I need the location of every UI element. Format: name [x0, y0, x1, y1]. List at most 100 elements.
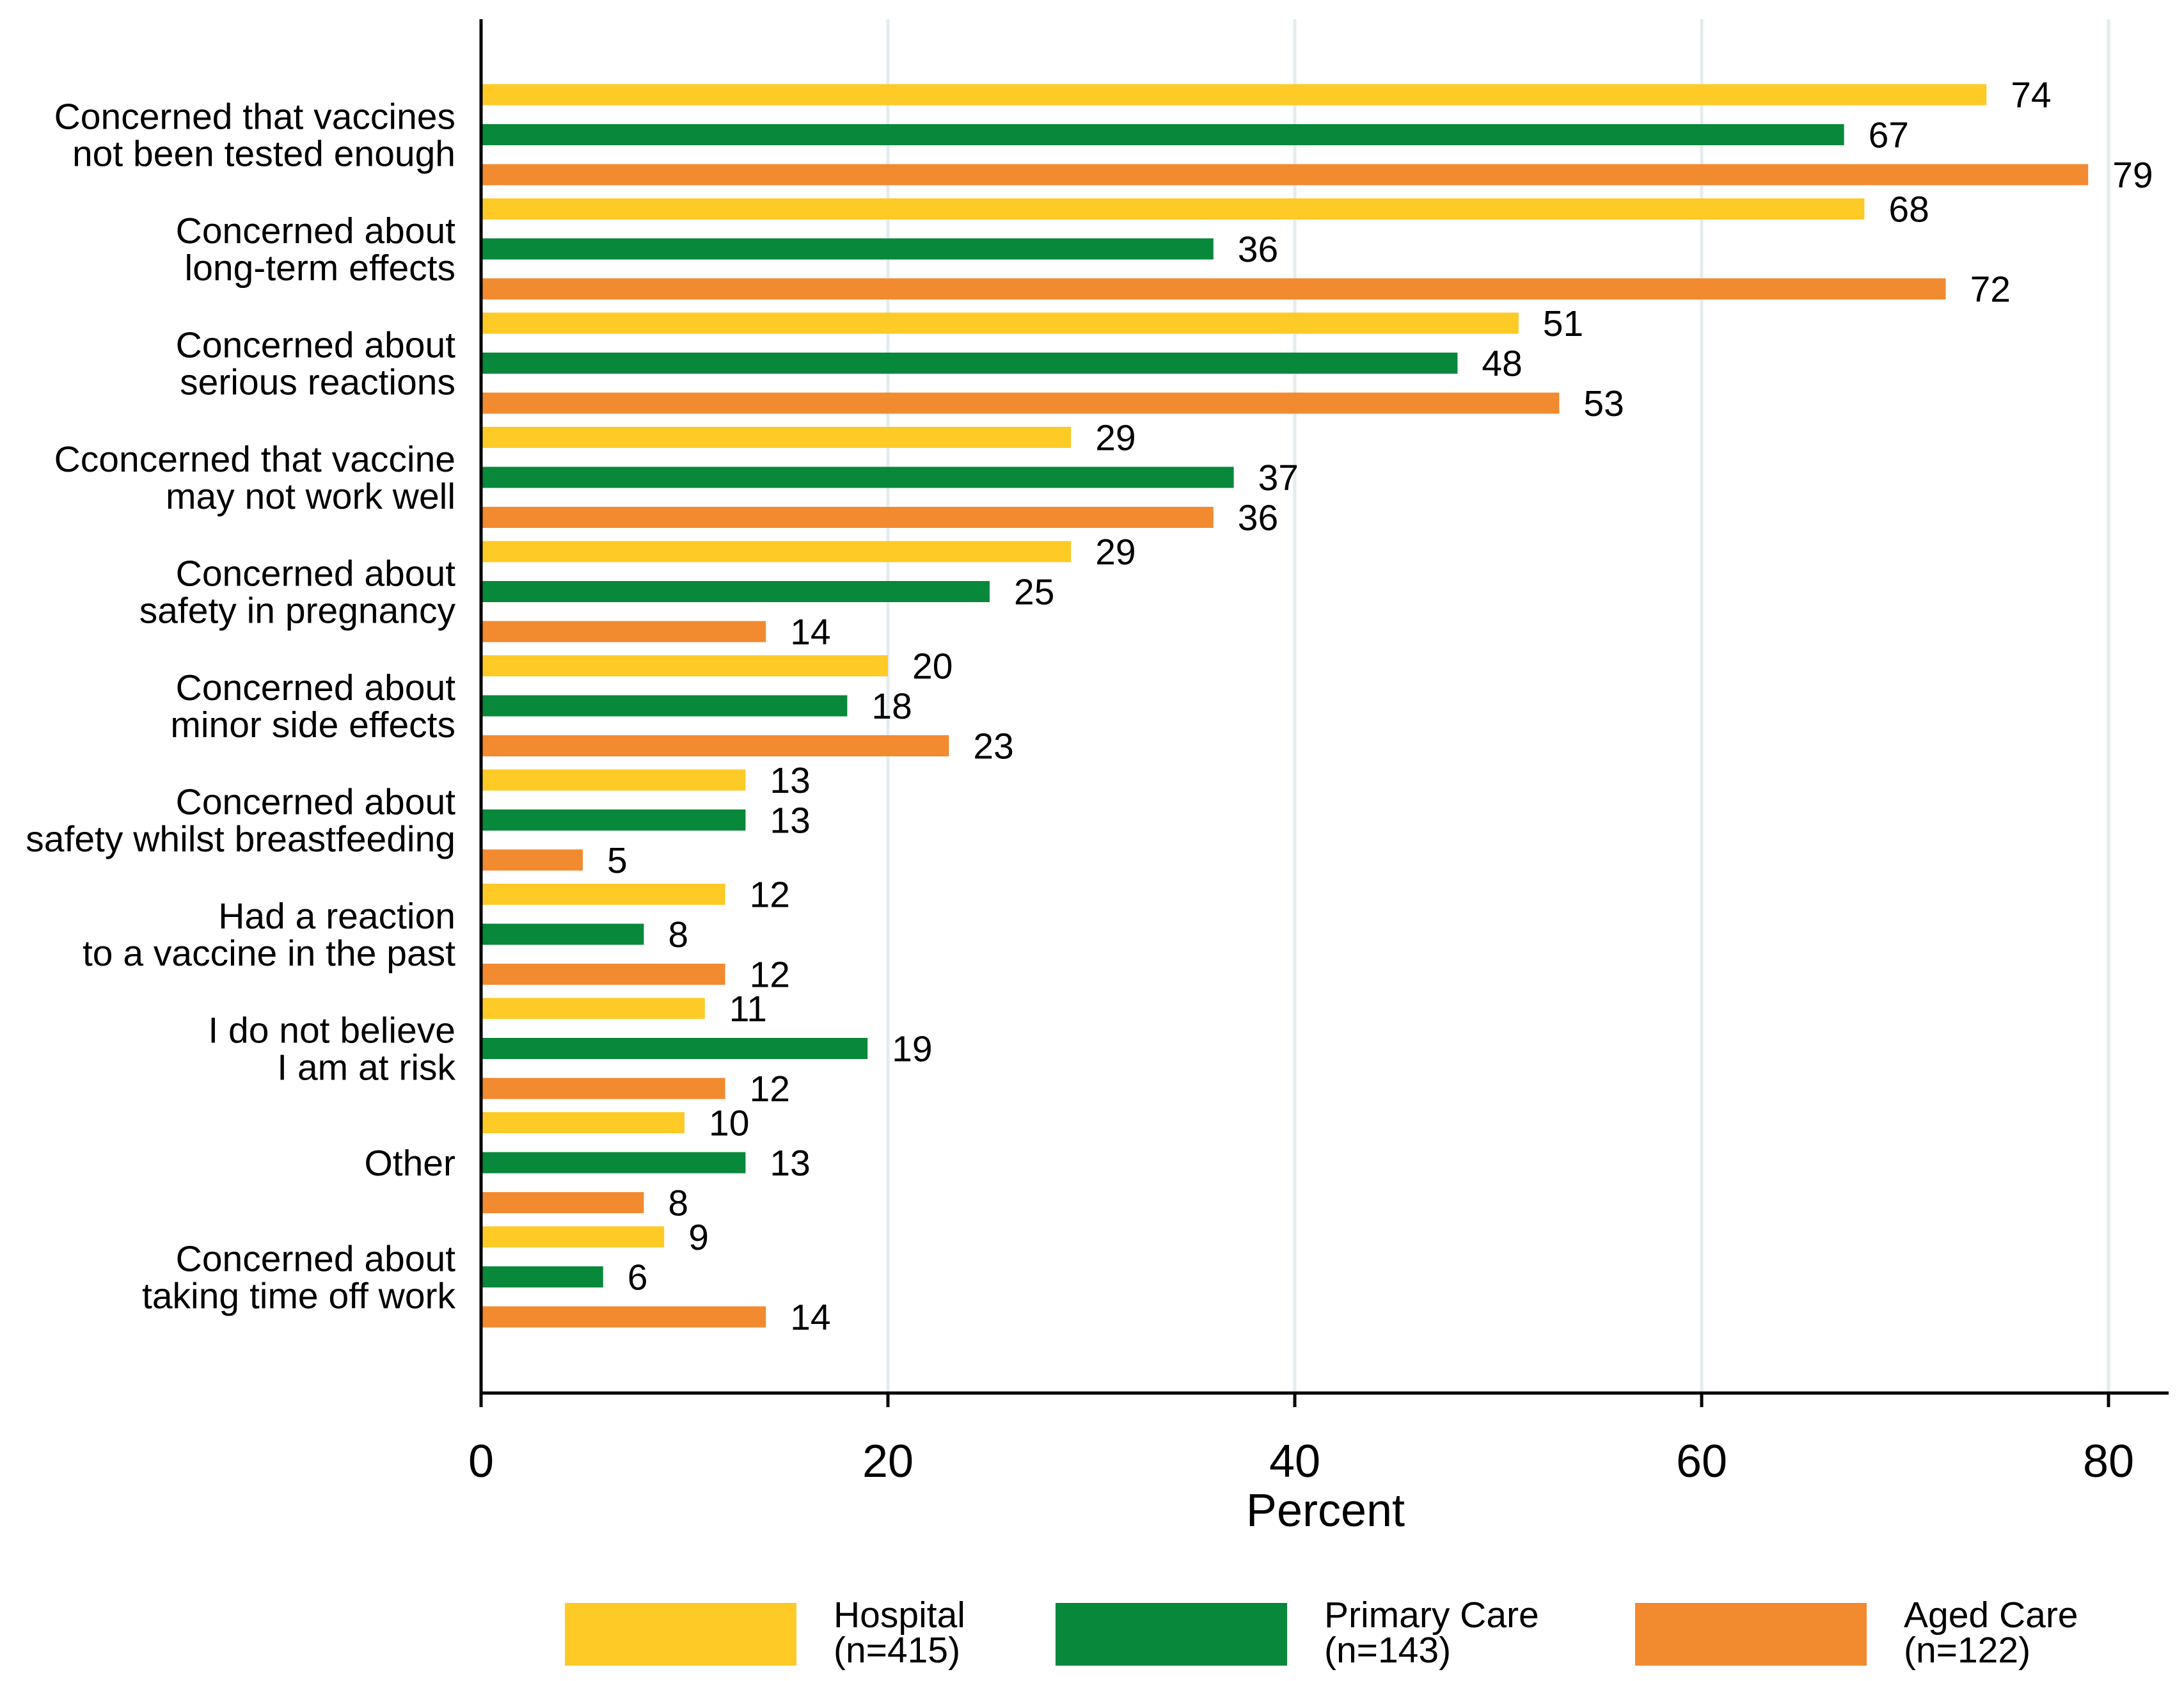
value-label: 68 — [1888, 189, 1929, 230]
category-label: Concerned about minor side effects — [170, 667, 455, 745]
x-tick-label: 20 — [862, 1436, 914, 1487]
value-label: 48 — [1482, 344, 1522, 385]
bar-hospital-9 — [481, 1112, 684, 1133]
bar-primary-care-1 — [481, 238, 1214, 260]
legend-label: Primary Care — [1324, 1595, 1539, 1636]
bar-primary-care-9 — [481, 1152, 746, 1174]
legend-label: Aged Care — [1904, 1595, 2078, 1636]
category-label: Concerned about taking time off work — [142, 1239, 455, 1317]
value-label: 14 — [790, 612, 830, 653]
legend-n: (n=122) — [1904, 1630, 2030, 1671]
value-label: 51 — [1543, 303, 1583, 344]
value-label: 8 — [668, 914, 688, 955]
value-label: 9 — [688, 1217, 709, 1258]
legend-swatch — [1635, 1603, 1867, 1666]
bar-aged-care-4 — [481, 621, 766, 642]
bar-aged-care-9 — [481, 1192, 644, 1213]
legend-swatch — [565, 1603, 796, 1666]
value-label: 6 — [628, 1257, 648, 1298]
value-label: 36 — [1238, 229, 1278, 270]
bar-primary-care-5 — [481, 695, 848, 717]
bar-aged-care-8 — [481, 1078, 725, 1099]
value-label: 23 — [973, 726, 1013, 767]
value-label: 14 — [790, 1297, 830, 1338]
category-label: Concerned about safety in pregnancy — [139, 554, 456, 632]
bar-primary-care-2 — [481, 353, 1458, 374]
bar-aged-care-7 — [481, 964, 725, 985]
bar-hospital-2 — [481, 312, 1519, 334]
value-label: 74 — [2011, 75, 2051, 116]
value-label: 67 — [1869, 115, 1909, 156]
bar-aged-care-1 — [481, 278, 1946, 299]
category-label: Concerned that vaccines not been tested e… — [54, 97, 455, 175]
value-label: 13 — [770, 760, 810, 801]
category-label: Had a reaction to a vaccine in the past — [83, 896, 455, 974]
x-tick-label: 0 — [468, 1436, 494, 1487]
x-tick-label: 80 — [2083, 1436, 2134, 1487]
x-tick-label: 40 — [1269, 1436, 1320, 1487]
legend-n: (n=143) — [1324, 1630, 1451, 1671]
value-label: 29 — [1095, 532, 1136, 573]
bar-aged-care-5 — [481, 735, 949, 756]
value-label: 12 — [750, 875, 790, 916]
bar-aged-care-10 — [481, 1306, 766, 1328]
x-axis-title: Percent — [1246, 1485, 1405, 1536]
value-label: 20 — [912, 646, 953, 687]
category-label: Concerned about serious reactions — [176, 325, 455, 403]
bar-primary-care-3 — [481, 466, 1234, 488]
x-tick-labels: 0 20 40 60 80 — [468, 1436, 2134, 1487]
category-label: Cconcerned that vaccine may not work well — [54, 439, 455, 517]
legend-label: Hospital — [834, 1595, 965, 1636]
bar-hospital-1 — [481, 198, 1865, 219]
value-label: 25 — [1014, 572, 1054, 613]
axes — [479, 19, 2169, 1407]
value-label: 13 — [770, 1143, 810, 1184]
bar-series — [481, 84, 2089, 1328]
value-label: 19 — [892, 1029, 932, 1070]
bar-primary-care-4 — [481, 581, 990, 602]
value-label: 18 — [871, 686, 912, 727]
value-label: 72 — [1970, 269, 2011, 310]
value-label: 12 — [750, 955, 790, 996]
bar-primary-care-10 — [481, 1266, 603, 1287]
bar-hospital-8 — [481, 998, 705, 1019]
category-label: Concerned about long-term effects — [176, 211, 455, 289]
value-label: 8 — [668, 1183, 688, 1224]
bar-primary-care-8 — [481, 1038, 868, 1059]
value-label: 53 — [1583, 383, 1624, 424]
category-label: Other — [364, 1143, 455, 1184]
value-label: 11 — [729, 989, 767, 1030]
bar-primary-care-0 — [481, 124, 1844, 145]
legend: Hospital(n=415) Primary Care(n=143) Aged C… — [565, 1595, 2078, 1671]
bar-hospital-0 — [481, 84, 1987, 106]
x-tick-label: 60 — [1676, 1436, 1727, 1487]
bar-aged-care-2 — [481, 392, 1560, 414]
bar-aged-care-0 — [481, 164, 2089, 186]
value-label: 12 — [750, 1069, 790, 1110]
legend-swatch — [1056, 1603, 1287, 1666]
grid-lines — [886, 19, 2110, 1393]
bar-primary-care-7 — [481, 923, 644, 945]
value-label: 5 — [607, 840, 628, 881]
bar-aged-care-6 — [481, 849, 583, 871]
legend-n: (n=415) — [834, 1630, 960, 1671]
value-label: 13 — [770, 801, 810, 841]
bar-hospital-10 — [481, 1226, 665, 1248]
bar-hospital-3 — [481, 427, 1072, 448]
value-label: 37 — [1258, 458, 1299, 498]
bar-aged-care-3 — [481, 507, 1214, 528]
category-label: Concerned about safety whilst breastfeedi… — [26, 782, 455, 860]
bar-hospital-6 — [481, 769, 746, 791]
value-label: 10 — [709, 1103, 749, 1144]
category-label: I do not believe I am at risk — [208, 1010, 455, 1088]
bar-hospital-7 — [481, 884, 725, 905]
bar-primary-care-6 — [481, 809, 746, 831]
value-label: 29 — [1095, 418, 1136, 459]
value-label: 36 — [1238, 498, 1278, 539]
value-label: 79 — [2112, 155, 2153, 196]
category-labels: Concerned that vaccines not been tested e… — [26, 97, 455, 1317]
bar-hospital-5 — [481, 655, 888, 676]
bar-hospital-4 — [481, 541, 1072, 562]
value-labels: 7467796836725148532937362925142018231313… — [607, 75, 2153, 1338]
